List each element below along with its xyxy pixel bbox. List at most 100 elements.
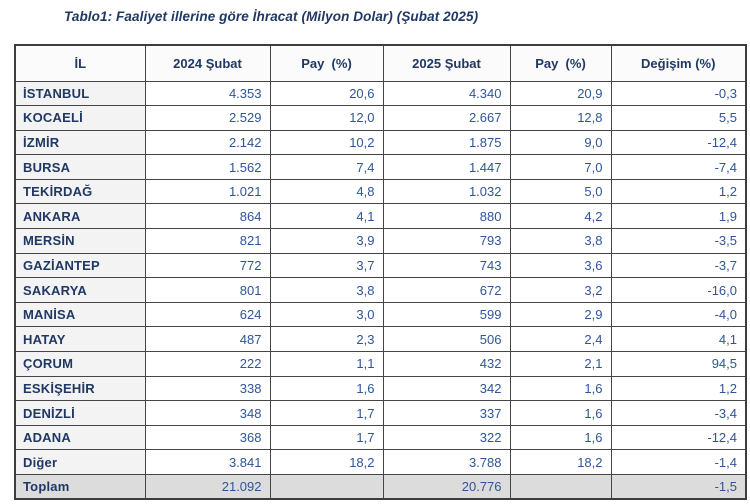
value-cell: 1.875: [382, 129, 511, 156]
value-cell: 338: [144, 375, 271, 402]
table-row: SAKARYA 801 3,8 672 3,2 -16,0: [14, 277, 747, 303]
value-cell: 880: [382, 203, 511, 230]
value-cell: 4,1: [269, 203, 384, 230]
value-cell: -1,4: [610, 449, 747, 475]
value-cell: 7,0: [509, 154, 612, 180]
value-cell: 624: [144, 301, 271, 328]
value-cell: 2.142: [144, 129, 271, 156]
value-cell: 5,0: [509, 178, 612, 205]
row-label-cell: MERSİN: [14, 228, 146, 254]
value-cell: 348: [144, 400, 271, 426]
value-cell: -12,4: [610, 129, 747, 156]
value-cell: 20,6: [269, 80, 384, 107]
column-header-pay-2025: Pay (%): [509, 44, 612, 82]
value-cell: 10,2: [269, 129, 384, 156]
value-cell: -7,4: [610, 154, 747, 180]
table-row: BURSA 1.562 7,4 1.447 7,0 -7,4: [14, 154, 747, 180]
header-row: İL 2024 Şubat Pay (%) 2025 Şubat Pay (%)…: [14, 44, 747, 82]
row-label-cell: ESKİŞEHİR: [14, 375, 146, 402]
value-cell: 4,8: [269, 178, 384, 205]
column-header-2024-subat: 2024 Şubat: [144, 44, 271, 82]
table-row: ÇORUM 222 1,1 432 2,1 94,5: [14, 351, 747, 377]
value-cell: 4,2: [509, 203, 612, 230]
table-row: TEKİRDAĞ 1.021 4,8 1.032 5,0 1,2: [14, 178, 747, 205]
table-title: Tablo1: Faaliyet illerine göre İhracat (…: [64, 9, 479, 24]
value-cell: 4,1: [610, 326, 747, 353]
value-cell: 2,9: [509, 301, 612, 328]
value-cell: 743: [382, 252, 511, 279]
table-row: İSTANBUL 4.353 20,6 4.340 20,9 -0,3: [14, 80, 747, 107]
value-cell: -4,0: [610, 301, 747, 328]
value-cell: 793: [382, 228, 511, 254]
value-cell: 1,6: [509, 424, 612, 451]
value-cell: -3,5: [610, 228, 747, 254]
column-header-il: İL: [14, 44, 146, 82]
value-cell: 801: [144, 277, 271, 303]
value-cell: 20,9: [509, 80, 612, 107]
total-row: Toplam 21.092 20.776 -1,5: [14, 474, 747, 500]
row-label-cell: MANİSA: [14, 301, 146, 328]
value-cell: 1,7: [269, 400, 384, 426]
row-label-cell: İSTANBUL: [14, 80, 146, 107]
row-label-cell: ÇORUM: [14, 351, 146, 377]
table-row: GAZİANTEP 772 3,7 743 3,6 -3,7: [14, 252, 747, 279]
value-cell: 487: [144, 326, 271, 353]
column-header-pay-2024: Pay (%): [269, 44, 384, 82]
value-cell: 4.353: [144, 80, 271, 107]
value-cell: 672: [382, 277, 511, 303]
row-label-cell: TEKİRDAĞ: [14, 178, 146, 205]
value-cell: 821: [144, 228, 271, 254]
export-by-province-table: İL 2024 Şubat Pay (%) 2025 Şubat Pay (%)…: [14, 44, 747, 501]
value-cell: 432: [382, 351, 511, 377]
value-cell: 3,8: [269, 277, 384, 303]
value-cell: 1.032: [382, 178, 511, 205]
table-row: DENİZLİ 348 1,7 337 1,6 -3,4: [14, 400, 747, 426]
table-body: İSTANBUL 4.353 20,6 4.340 20,9 -0,3 KOCAELİ 2.5…: [14, 80, 747, 500]
row-label-cell: ADANA: [14, 424, 146, 451]
row-label-cell: ANKARA: [14, 203, 146, 230]
row-label-cell: HATAY: [14, 326, 146, 353]
row-label-cell: KOCAELİ: [14, 105, 146, 131]
value-cell: 2,4: [509, 326, 612, 353]
table-row: HATAY 487 2,3 506 2,4 4,1: [14, 326, 747, 353]
value-cell: 368: [144, 424, 271, 451]
value-cell: 2.529: [144, 105, 271, 131]
value-cell: 772: [144, 252, 271, 279]
value-cell: 506: [382, 326, 511, 353]
value-cell: 18,2: [509, 449, 612, 475]
value-cell: 342: [382, 375, 511, 402]
value-cell: 3,8: [509, 228, 612, 254]
value-cell: 1.447: [382, 154, 511, 180]
value-cell: 94,5: [610, 351, 747, 377]
value-cell: 864: [144, 203, 271, 230]
value-cell: 3,9: [269, 228, 384, 254]
value-cell: 1,2: [610, 375, 747, 402]
value-cell: 3,0: [269, 301, 384, 328]
table-row: ANKARA 864 4,1 880 4,2 1,9: [14, 203, 747, 230]
value-cell: -1,5: [610, 474, 747, 500]
value-cell: 322: [382, 424, 511, 451]
value-cell: 12,8: [509, 105, 612, 131]
row-label-cell: SAKARYA: [14, 277, 146, 303]
value-cell: 12,0: [269, 105, 384, 131]
value-cell: 9,0: [509, 129, 612, 156]
value-cell: 20.776: [382, 474, 511, 500]
value-cell: 1,2: [610, 178, 747, 205]
value-cell: 1,9: [610, 203, 747, 230]
table-row: MERSİN 821 3,9 793 3,8 -3,5: [14, 228, 747, 254]
row-label-cell: GAZİANTEP: [14, 252, 146, 279]
value-cell: 5,5: [610, 105, 747, 131]
value-cell: 7,4: [269, 154, 384, 180]
value-cell: 3,2: [509, 277, 612, 303]
value-cell: -16,0: [610, 277, 747, 303]
value-cell: -0,3: [610, 80, 747, 107]
value-cell: 1.562: [144, 154, 271, 180]
value-cell: 1,6: [509, 375, 612, 402]
value-cell: 3.841: [144, 449, 271, 475]
row-label-cell: Toplam: [14, 474, 146, 500]
value-cell: [509, 474, 612, 500]
value-cell: 1,6: [269, 375, 384, 402]
column-header-2025-subat: 2025 Şubat: [382, 44, 511, 82]
column-header-degisim: Değişim (%): [610, 44, 747, 82]
value-cell: 2,1: [509, 351, 612, 377]
